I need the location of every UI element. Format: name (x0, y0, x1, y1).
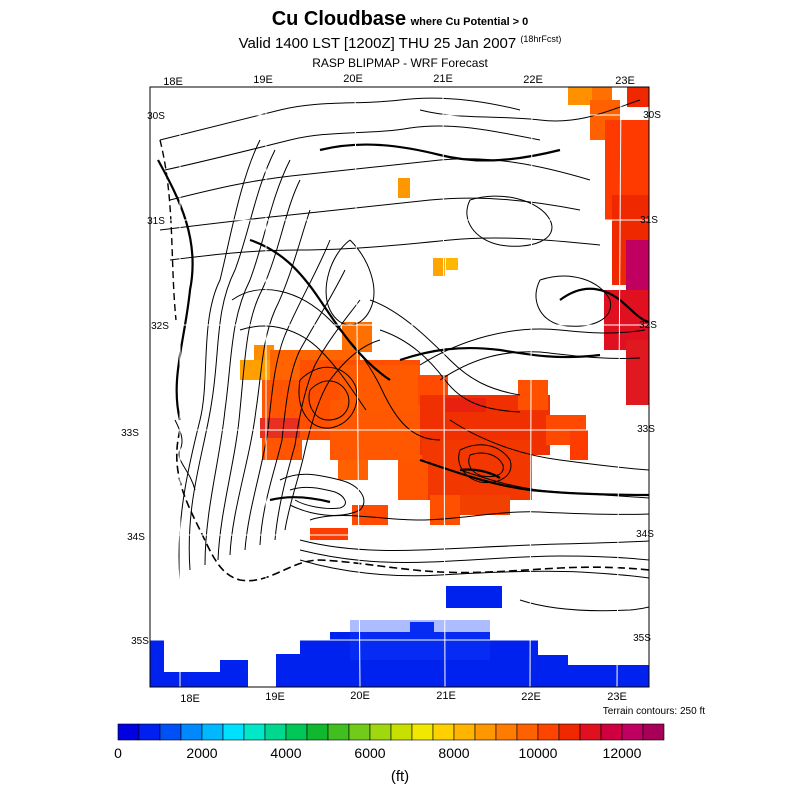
lon-label-top-21e: 21E (433, 73, 453, 85)
map-qualifier: where Cu Potential > 0 (410, 16, 529, 28)
colorbar-unit: (ft) (390, 768, 410, 785)
colorbar-swatch (306, 723, 329, 741)
title-line: Cu Cloudbase where Cu Potential > 0 (0, 8, 800, 31)
lat-label-left-30s: 30S (147, 111, 165, 122)
colorbar-label-6000: 6000 (354, 745, 385, 761)
lat-labels-right: 30S 31S 32S 33S 34S 35S (633, 110, 661, 644)
lat-label-right-35s: 35S (633, 633, 651, 644)
lon-label-top-19e: 19E (253, 74, 273, 86)
colorbar-swatch (285, 723, 308, 741)
forecast-note: (18hrFcst) (520, 34, 562, 44)
bold-terrain-contours (157, 143, 649, 504)
colorbar-swatch (348, 723, 371, 741)
lon-label-bottom-23e: 23E (607, 691, 627, 703)
lon-label-bottom-21e: 21E (436, 690, 456, 702)
colorbar-swatch (495, 723, 518, 741)
map-frame (149, 86, 650, 688)
colorbar-swatch (411, 723, 434, 741)
boundary-line (159, 139, 177, 321)
colorbar-swatch (579, 723, 602, 741)
lon-label-top-20e: 20E (343, 73, 363, 85)
lat-label-left-33s: 33S (121, 428, 139, 439)
graticule (150, 87, 649, 687)
colorbar-swatch (621, 723, 644, 741)
colorbar-label-4000: 4000 (270, 745, 301, 761)
colorbar-swatch (600, 723, 623, 741)
colorbar-swatch (138, 723, 161, 741)
lon-label-bottom-19e: 19E (265, 691, 285, 703)
lat-label-left-31s: 31S (147, 216, 165, 227)
colorbar-swatch (327, 723, 350, 741)
colorbar-swatch (453, 723, 476, 741)
lon-labels-bottom: 18E 19E 20E 21E 22E 23E (180, 690, 627, 705)
colorbar-swatch (264, 723, 287, 741)
lon-label-bottom-22e: 22E (521, 691, 541, 703)
terrain-contours (159, 97, 649, 612)
colorbar-swatch (180, 723, 203, 741)
lon-label-top-18e: 18E (163, 76, 183, 88)
model-name: RASP BLIPMAP - WRF Forecast (312, 56, 488, 70)
lat-label-right-32s: 32S (639, 320, 657, 331)
lat-label-right-30s: 30S (643, 110, 661, 121)
colorbar-swatch (474, 723, 497, 741)
lon-labels-top: 18E 19E 20E 21E 22E 23E (163, 73, 635, 88)
lat-label-right-34s: 34S (636, 529, 654, 540)
lat-label-left-34s: 34S (127, 532, 145, 543)
colorbar-swatch (222, 723, 245, 741)
colorbar-swatch (369, 723, 392, 741)
valid-time: Valid 1400 LST [1200Z] THU 25 Jan 2007 (238, 35, 517, 52)
east-cloudbase-region (398, 87, 649, 405)
colorbar-swatch (537, 723, 560, 741)
lat-labels-left: 30S 31S 32S 33S 34S 35S (121, 111, 169, 647)
lat-label-left-35s: 35S (131, 636, 149, 647)
colorbar-swatch (516, 723, 539, 741)
colorbar-swatch (558, 723, 581, 741)
lon-label-top-22e: 22E (523, 74, 543, 86)
coastline (176, 429, 649, 582)
colorbar-swatch (432, 723, 455, 741)
colorbar-label-2000: 2000 (186, 745, 217, 761)
lon-label-top-23e: 23E (615, 75, 635, 87)
lat-label-right-31s: 31S (640, 215, 658, 226)
lat-label-right-33s: 33S (637, 424, 655, 435)
colorbar-swatch (390, 723, 413, 741)
colorbar-label-12000: 12000 (603, 745, 642, 761)
colorbar-swatch (159, 723, 182, 741)
colorbar-swatch (243, 723, 266, 741)
colorbar-swatch (201, 723, 224, 741)
terrain-contour-note: Terrain contours: 250 ft (602, 706, 705, 717)
lon-label-bottom-20e: 20E (350, 690, 370, 702)
colorbar-swatch (642, 723, 665, 741)
colorbar-label-10000: 10000 (519, 745, 558, 761)
valid-time-line: Valid 1400 LST [1200Z] THU 25 Jan 2007 (… (0, 34, 800, 52)
map-title: Cu Cloudbase (271, 8, 407, 30)
colorbar-labels: 0 2000 4000 6000 8000 10000 12000 (114, 745, 642, 761)
colorbar-label-0: 0 (114, 745, 122, 761)
colorbar-label-8000: 8000 (438, 745, 469, 761)
lat-label-left-32s: 32S (151, 321, 169, 332)
colorbar (117, 723, 665, 741)
lon-label-bottom-18e: 18E (180, 693, 200, 705)
colorbar-swatch (117, 723, 140, 741)
